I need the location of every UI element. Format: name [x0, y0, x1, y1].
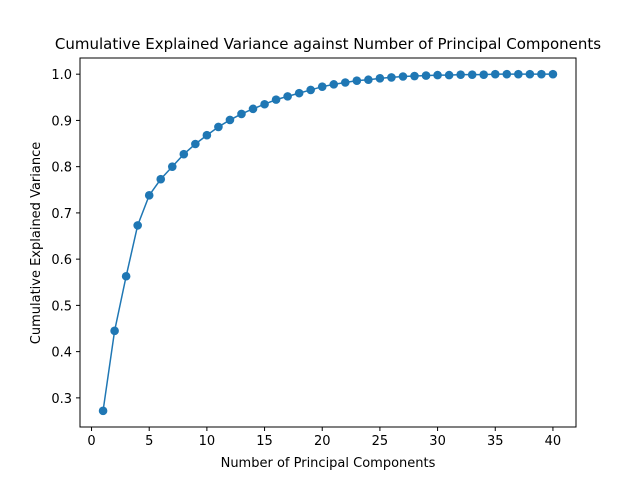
data-point [272, 95, 281, 104]
x-axis-label: Number of Principal Components [221, 456, 436, 471]
data-point [468, 70, 477, 79]
x-tick-label: 25 [372, 434, 389, 449]
chart-title: Cumulative Explained Variance against Nu… [55, 35, 601, 53]
data-point [122, 272, 131, 281]
y-tick-label: 0.7 [51, 207, 72, 222]
data-point [456, 70, 465, 79]
data-point [387, 73, 396, 82]
data-point [341, 78, 350, 87]
y-tick-label: 0.4 [51, 346, 72, 361]
data-point [376, 74, 385, 83]
data-point [306, 86, 315, 95]
data-point [491, 70, 500, 79]
y-tick-label: 0.8 [51, 161, 72, 176]
x-tick-label: 30 [429, 434, 446, 449]
axes-frame [80, 58, 576, 427]
data-point [537, 70, 546, 79]
data-point [549, 70, 558, 79]
data-point [445, 71, 454, 80]
x-tick-label: 5 [145, 434, 153, 449]
data-point [133, 221, 142, 230]
data-point [99, 407, 108, 416]
y-tick-label: 1.0 [51, 68, 72, 83]
data-point [145, 191, 154, 200]
data-point [191, 140, 200, 149]
data-point [329, 80, 338, 89]
x-tick-label: 0 [87, 434, 95, 449]
data-point [399, 72, 408, 81]
x-tick-label: 35 [487, 434, 504, 449]
y-axis-label: Cumulative Explained Variance [29, 142, 44, 344]
data-point [295, 89, 304, 98]
data-point [502, 70, 511, 79]
data-point [318, 82, 327, 91]
data-point [260, 100, 269, 109]
x-axis: 0 5 10 15 20 25 30 35 40 [87, 427, 561, 449]
data-point [156, 175, 165, 184]
data-point [180, 150, 189, 159]
data-point [110, 327, 119, 336]
data-point [514, 70, 523, 79]
data-point [422, 71, 431, 80]
data-point [226, 116, 235, 125]
x-tick-label: 15 [256, 434, 273, 449]
data-point [479, 70, 488, 79]
y-tick-label: 0.5 [51, 299, 72, 314]
series-line [103, 74, 553, 411]
y-tick-label: 0.3 [51, 392, 72, 407]
data-point [249, 105, 258, 114]
data-point [433, 71, 442, 80]
y-tick-label: 0.6 [51, 253, 72, 268]
x-tick-label: 20 [314, 434, 331, 449]
y-tick-label: 0.9 [51, 114, 72, 129]
x-tick-label: 10 [199, 434, 216, 449]
y-axis: 0.3 0.4 0.5 0.6 0.7 0.8 0.9 1.0 [51, 68, 80, 407]
data-point [526, 70, 535, 79]
x-tick-label: 40 [545, 434, 562, 449]
data-point [203, 131, 212, 140]
data-point [410, 72, 419, 81]
data-point [353, 76, 362, 85]
data-point [283, 92, 292, 101]
data-point [168, 162, 177, 171]
data-point [364, 75, 373, 84]
data-point [214, 123, 223, 132]
data-point [237, 110, 246, 119]
plot-area [80, 58, 576, 427]
